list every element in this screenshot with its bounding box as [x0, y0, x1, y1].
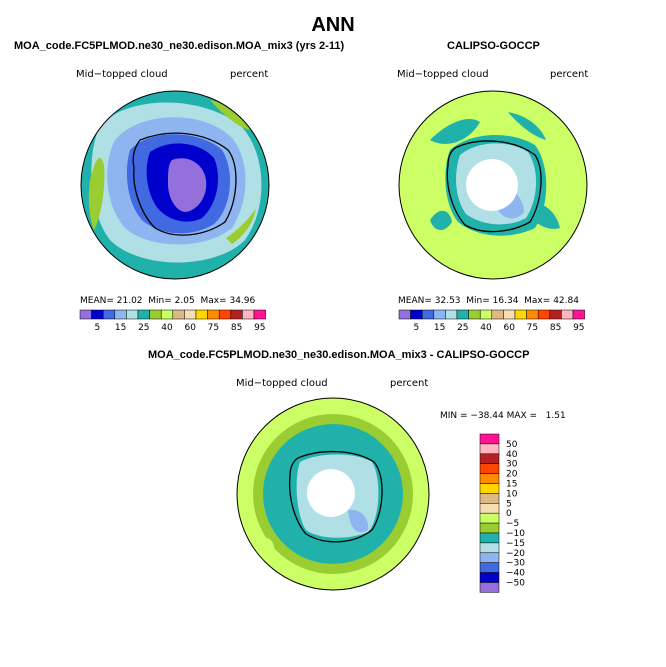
colorbar-box [479, 532, 500, 544]
min-label: Min= [466, 296, 490, 306]
colorbar-tick-label: 85 [550, 323, 561, 333]
colorbar-tick-label: 25 [457, 323, 468, 333]
colorbar-tick-label: 75 [527, 323, 538, 333]
mean-value: 32.53 [434, 296, 461, 306]
colorbar-tick-label: 15 [434, 323, 445, 333]
colorbar-box [479, 552, 500, 563]
colorbar-tick-label: 20 [506, 470, 518, 480]
colorbar-tick-label: 0 [506, 509, 512, 519]
colorbar-tick-label: 60 [184, 323, 196, 333]
colorbar-tick-label: 40 [506, 450, 518, 460]
colorbar-tick-label: 75 [208, 323, 219, 333]
colorbar-tick-label: −40 [506, 569, 525, 579]
panel1-title: MOA_code.FC5PLMOD.ne30_ne30.edison.MOA_m… [14, 40, 345, 52]
mean-label: MEAN= [80, 296, 114, 306]
colorbar-tick-label: 15 [506, 480, 517, 490]
colorbar-tick-label: −30 [506, 559, 525, 569]
page-title: ANN [311, 14, 355, 36]
panel3-title: MOA_code.FC5PLMOD.ne30_ne30.edison.MOA_m… [148, 349, 530, 361]
colorbar-box [479, 483, 500, 494]
colorbar-tick-label: 5 [506, 499, 512, 509]
panel2-stats: MEAN= 32.53 Min= 16.34 Max= 42.84 [398, 296, 579, 306]
colorbar-box [479, 582, 500, 593]
colorbar-tick-label: −5 [506, 519, 519, 529]
colorbar-tick-label: 5 [414, 323, 420, 333]
panel1-stats: MEAN= 21.02 Min= 2.05 Max= 34.96 [80, 296, 255, 306]
colorbar-box [572, 309, 585, 320]
colorbar-tick-label: −20 [506, 549, 525, 559]
colorbar-box [479, 562, 500, 573]
colorbar-box [479, 542, 500, 554]
colorbar-tick-label: 5 [95, 323, 101, 333]
colorbar-tick-label: 60 [503, 323, 515, 333]
colorbar-box [479, 453, 500, 464]
colorbar-box [479, 443, 500, 455]
panel2-variable-label: Mid−topped cloud [397, 69, 489, 80]
colorbar-box [479, 512, 500, 524]
colorbar-box [479, 522, 500, 534]
mean-value: 21.02 [116, 296, 143, 306]
colorbar-tick-label: 95 [254, 323, 265, 333]
colorbar-tick-label: 40 [480, 323, 492, 333]
panel1-variable-label: Mid−topped cloud [76, 69, 168, 80]
colorbar-box [479, 503, 500, 514]
colorbar-tick-label: 15 [115, 323, 126, 333]
colorbar-box [479, 493, 500, 504]
min-value: 16.34 [492, 296, 519, 306]
max-label: Max= [200, 296, 227, 306]
colorbar-tick-label: −10 [506, 529, 525, 539]
max-value: 34.96 [229, 296, 256, 306]
mean-label: MEAN= [398, 296, 432, 306]
panel3-variable-label: Mid−topped cloud [236, 378, 328, 389]
colorbar-tick-label: 95 [573, 323, 584, 333]
colorbar-tick-label: 50 [506, 440, 518, 450]
panel3-minmax: MIN = −38.44 MAX = 1.51 [440, 411, 566, 421]
max-label: Max= [524, 296, 551, 306]
max-value: 42.84 [553, 296, 579, 306]
colorbar-tick-label: 10 [506, 489, 518, 499]
colorbar-box [479, 473, 500, 484]
min-label: Min= [148, 296, 172, 306]
panel1-units-label: percent [230, 69, 269, 80]
colorbar-box [253, 309, 266, 320]
colorbar-tick-label: −50 [506, 579, 525, 589]
min-value: 2.05 [174, 296, 195, 306]
panel3-units-label: percent [390, 378, 429, 389]
colorbar-box [479, 572, 500, 583]
colorbar-tick-label: 40 [161, 323, 173, 333]
colorbar-tick-label: 85 [231, 323, 242, 333]
panel2-title: CALIPSO-GOCCP [447, 40, 540, 52]
colorbar-tick-label: 25 [138, 323, 149, 333]
colorbar-box [479, 463, 500, 474]
colorbar-tick-label: −15 [506, 539, 525, 549]
colorbar-tick-label: 30 [506, 460, 518, 470]
panel2-units-label: percent [550, 69, 589, 80]
colorbar-box [479, 433, 500, 445]
